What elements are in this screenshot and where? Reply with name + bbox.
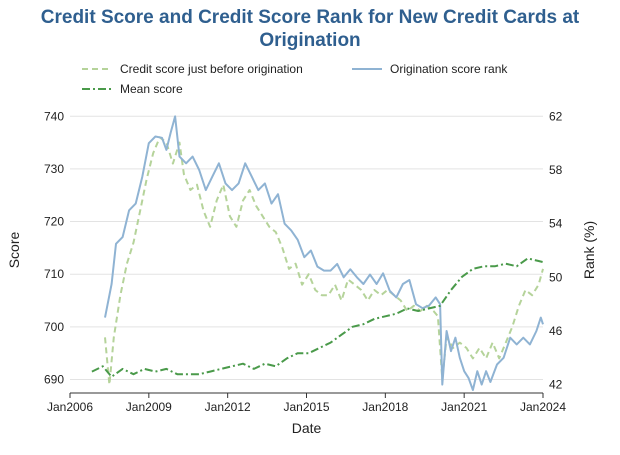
x-tick-label: Jan2015	[283, 400, 329, 414]
x-tick-label: Jan2018	[362, 400, 408, 414]
y-left-tick-label: 700	[44, 320, 64, 334]
x-axis-label: Date	[292, 420, 322, 436]
y-left-tick-label: 710	[44, 267, 64, 281]
axes-group	[69, 392, 544, 398]
y-right-axis-label: Rank (%)	[581, 221, 597, 279]
y-right-tick-label: 54	[549, 217, 563, 231]
legend-label-mean-score: Mean score	[120, 82, 183, 96]
y-left-tick-label: 740	[44, 109, 64, 123]
series-line-0	[104, 136, 544, 386]
series-line-2	[91, 257, 544, 378]
series-line-1	[104, 115, 544, 391]
y-left-axis-label: Score	[6, 232, 22, 269]
legend-label-credit-score: Credit score just before origination	[120, 62, 303, 76]
x-tick-labels: Jan2006 Jan2009 Jan2012 Jan2015 Jan2018 Jan20…	[47, 400, 566, 414]
y-right-tick-label: 58	[549, 163, 563, 177]
y-right-tick-labels: 42 46 50 54 58 62	[549, 109, 563, 391]
y-left-tick-label: 720	[44, 215, 64, 229]
legend-label-rank: Origination score rank	[390, 62, 508, 76]
y-left-tick-labels: 690 700 710 720 730 740	[44, 109, 64, 386]
grid-lines	[70, 115, 543, 380]
y-left-tick-label: 730	[44, 162, 64, 176]
y-left-tick-label: 690	[44, 372, 64, 386]
series-group	[91, 115, 544, 391]
x-tick-label: Jan2012	[205, 400, 251, 414]
chart-title: Credit Score and Credit Score Rank for N…	[40, 7, 580, 51]
y-right-tick-label: 50	[549, 270, 563, 284]
x-tick-label: Jan2006	[47, 400, 93, 414]
y-right-tick-label: 62	[549, 109, 563, 123]
x-tick-label: Jan2024	[520, 400, 566, 414]
y-right-tick-label: 46	[549, 324, 563, 338]
y-right-tick-label: 42	[549, 378, 563, 392]
x-tick-label: Jan2021	[441, 400, 487, 414]
legend: Credit score just before origination Ori…	[82, 62, 508, 96]
x-tick-label: Jan2009	[126, 400, 172, 414]
